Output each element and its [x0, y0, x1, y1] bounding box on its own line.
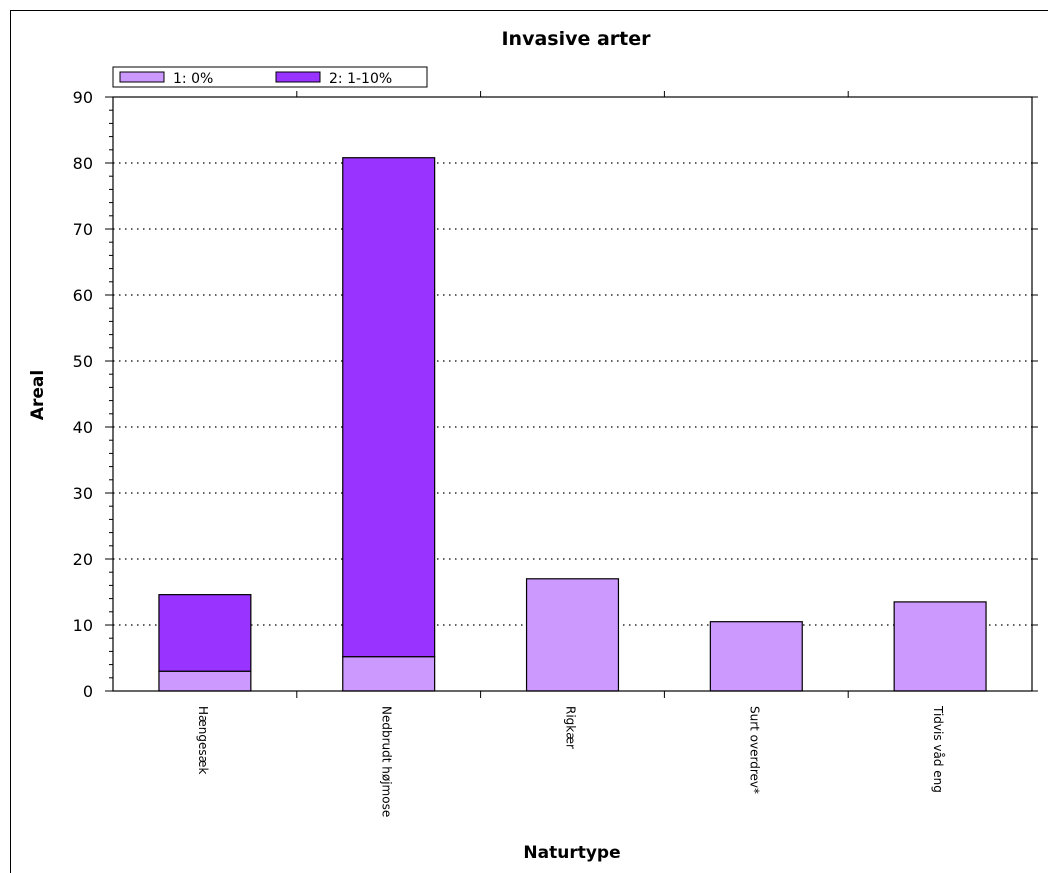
y-tick-labels: 0 10 20 30 40 50 60 70 80 90 — [73, 88, 93, 701]
bar-series-2 — [343, 158, 435, 657]
x-tick-label: Nedbrudt højmose — [380, 706, 394, 817]
bar-series-1 — [527, 579, 619, 691]
y-tick-label: 90 — [73, 88, 93, 107]
grid-lines — [113, 163, 1032, 625]
legend: 1: 0% 2: 1-10% — [113, 67, 427, 87]
y-tick-label: 0 — [83, 682, 93, 701]
y-tick-label: 80 — [73, 154, 93, 173]
y-tick-label: 60 — [73, 286, 93, 305]
legend-swatch-series-1 — [120, 72, 164, 82]
bar-series-1 — [894, 602, 986, 691]
x-tick-label: Hængesæk — [196, 706, 210, 774]
legend-swatch-series-2 — [276, 72, 320, 82]
x-tick-label: Surt overdrev* — [747, 706, 761, 794]
x-tick-labels: Hængesæk Nedbrudt højmose Rigkær Surt overd… — [196, 705, 945, 817]
bar-series-1 — [159, 671, 251, 691]
y-tick-label: 50 — [73, 352, 93, 371]
bars — [159, 158, 986, 691]
y-axis-label: Areal — [28, 370, 48, 420]
legend-label-series-1: 1: 0% — [173, 71, 213, 87]
x-axis-label: Naturtype — [523, 843, 620, 863]
x-tick-label: Rigkær — [564, 706, 578, 749]
bar-series-1 — [710, 622, 802, 691]
legend-label-series-2: 2: 1-10% — [329, 71, 392, 87]
bar-series-2 — [159, 595, 251, 672]
y-tick-label: 10 — [73, 616, 93, 635]
y-tick-label: 20 — [73, 550, 93, 569]
bar-series-1 — [343, 657, 435, 691]
y-tick-label: 30 — [73, 484, 93, 503]
y-tick-label: 70 — [73, 220, 93, 239]
chart-title: Invasive arter — [501, 28, 651, 50]
x-tick-label: Tidvis våd eng — [931, 705, 945, 793]
y-tick-label: 40 — [73, 418, 93, 437]
